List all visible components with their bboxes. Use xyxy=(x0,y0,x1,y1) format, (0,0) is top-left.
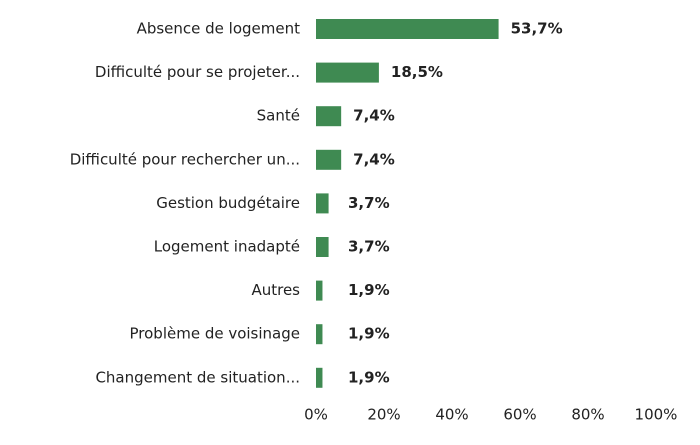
value-label: 1,9% xyxy=(348,281,390,299)
x-tick-label: 100% xyxy=(635,406,678,424)
x-tick-label: 60% xyxy=(503,406,536,424)
bar xyxy=(316,62,379,83)
x-tick-label: 80% xyxy=(571,406,604,424)
value-label: 7,4% xyxy=(353,107,395,125)
y-tick-label: Logement inadapté xyxy=(154,238,300,256)
value-label: 1,9% xyxy=(348,368,390,386)
y-tick-label: Changement de situation... xyxy=(95,368,300,386)
y-tick-label: Gestion budgétaire xyxy=(156,194,300,212)
bar xyxy=(316,324,323,345)
y-tick-label: Problème de voisinage xyxy=(130,325,301,343)
y-tick-label: Difficulté pour se projeter... xyxy=(95,63,300,81)
y-tick-label: Autres xyxy=(251,281,300,299)
value-label: 18,5% xyxy=(391,63,443,81)
bar xyxy=(316,280,323,301)
x-tick-label: 20% xyxy=(367,406,400,424)
value-label: 1,9% xyxy=(348,325,390,343)
bar xyxy=(316,149,342,170)
x-tick-label: 40% xyxy=(435,406,468,424)
x-tick-label: 0% xyxy=(304,406,328,424)
bar xyxy=(316,237,329,257)
bar xyxy=(316,193,329,214)
y-tick-label: Santé xyxy=(257,107,300,125)
value-label: 53,7% xyxy=(511,20,563,38)
value-label: 7,4% xyxy=(353,150,395,168)
value-label: 3,7% xyxy=(348,238,390,256)
y-tick-label: Difficulté pour rechercher un... xyxy=(70,150,300,168)
value-label: 3,7% xyxy=(348,194,390,212)
y-tick-label: Absence de logement xyxy=(137,20,301,38)
bar xyxy=(316,367,323,388)
bar xyxy=(316,106,342,127)
bar xyxy=(316,19,499,39)
